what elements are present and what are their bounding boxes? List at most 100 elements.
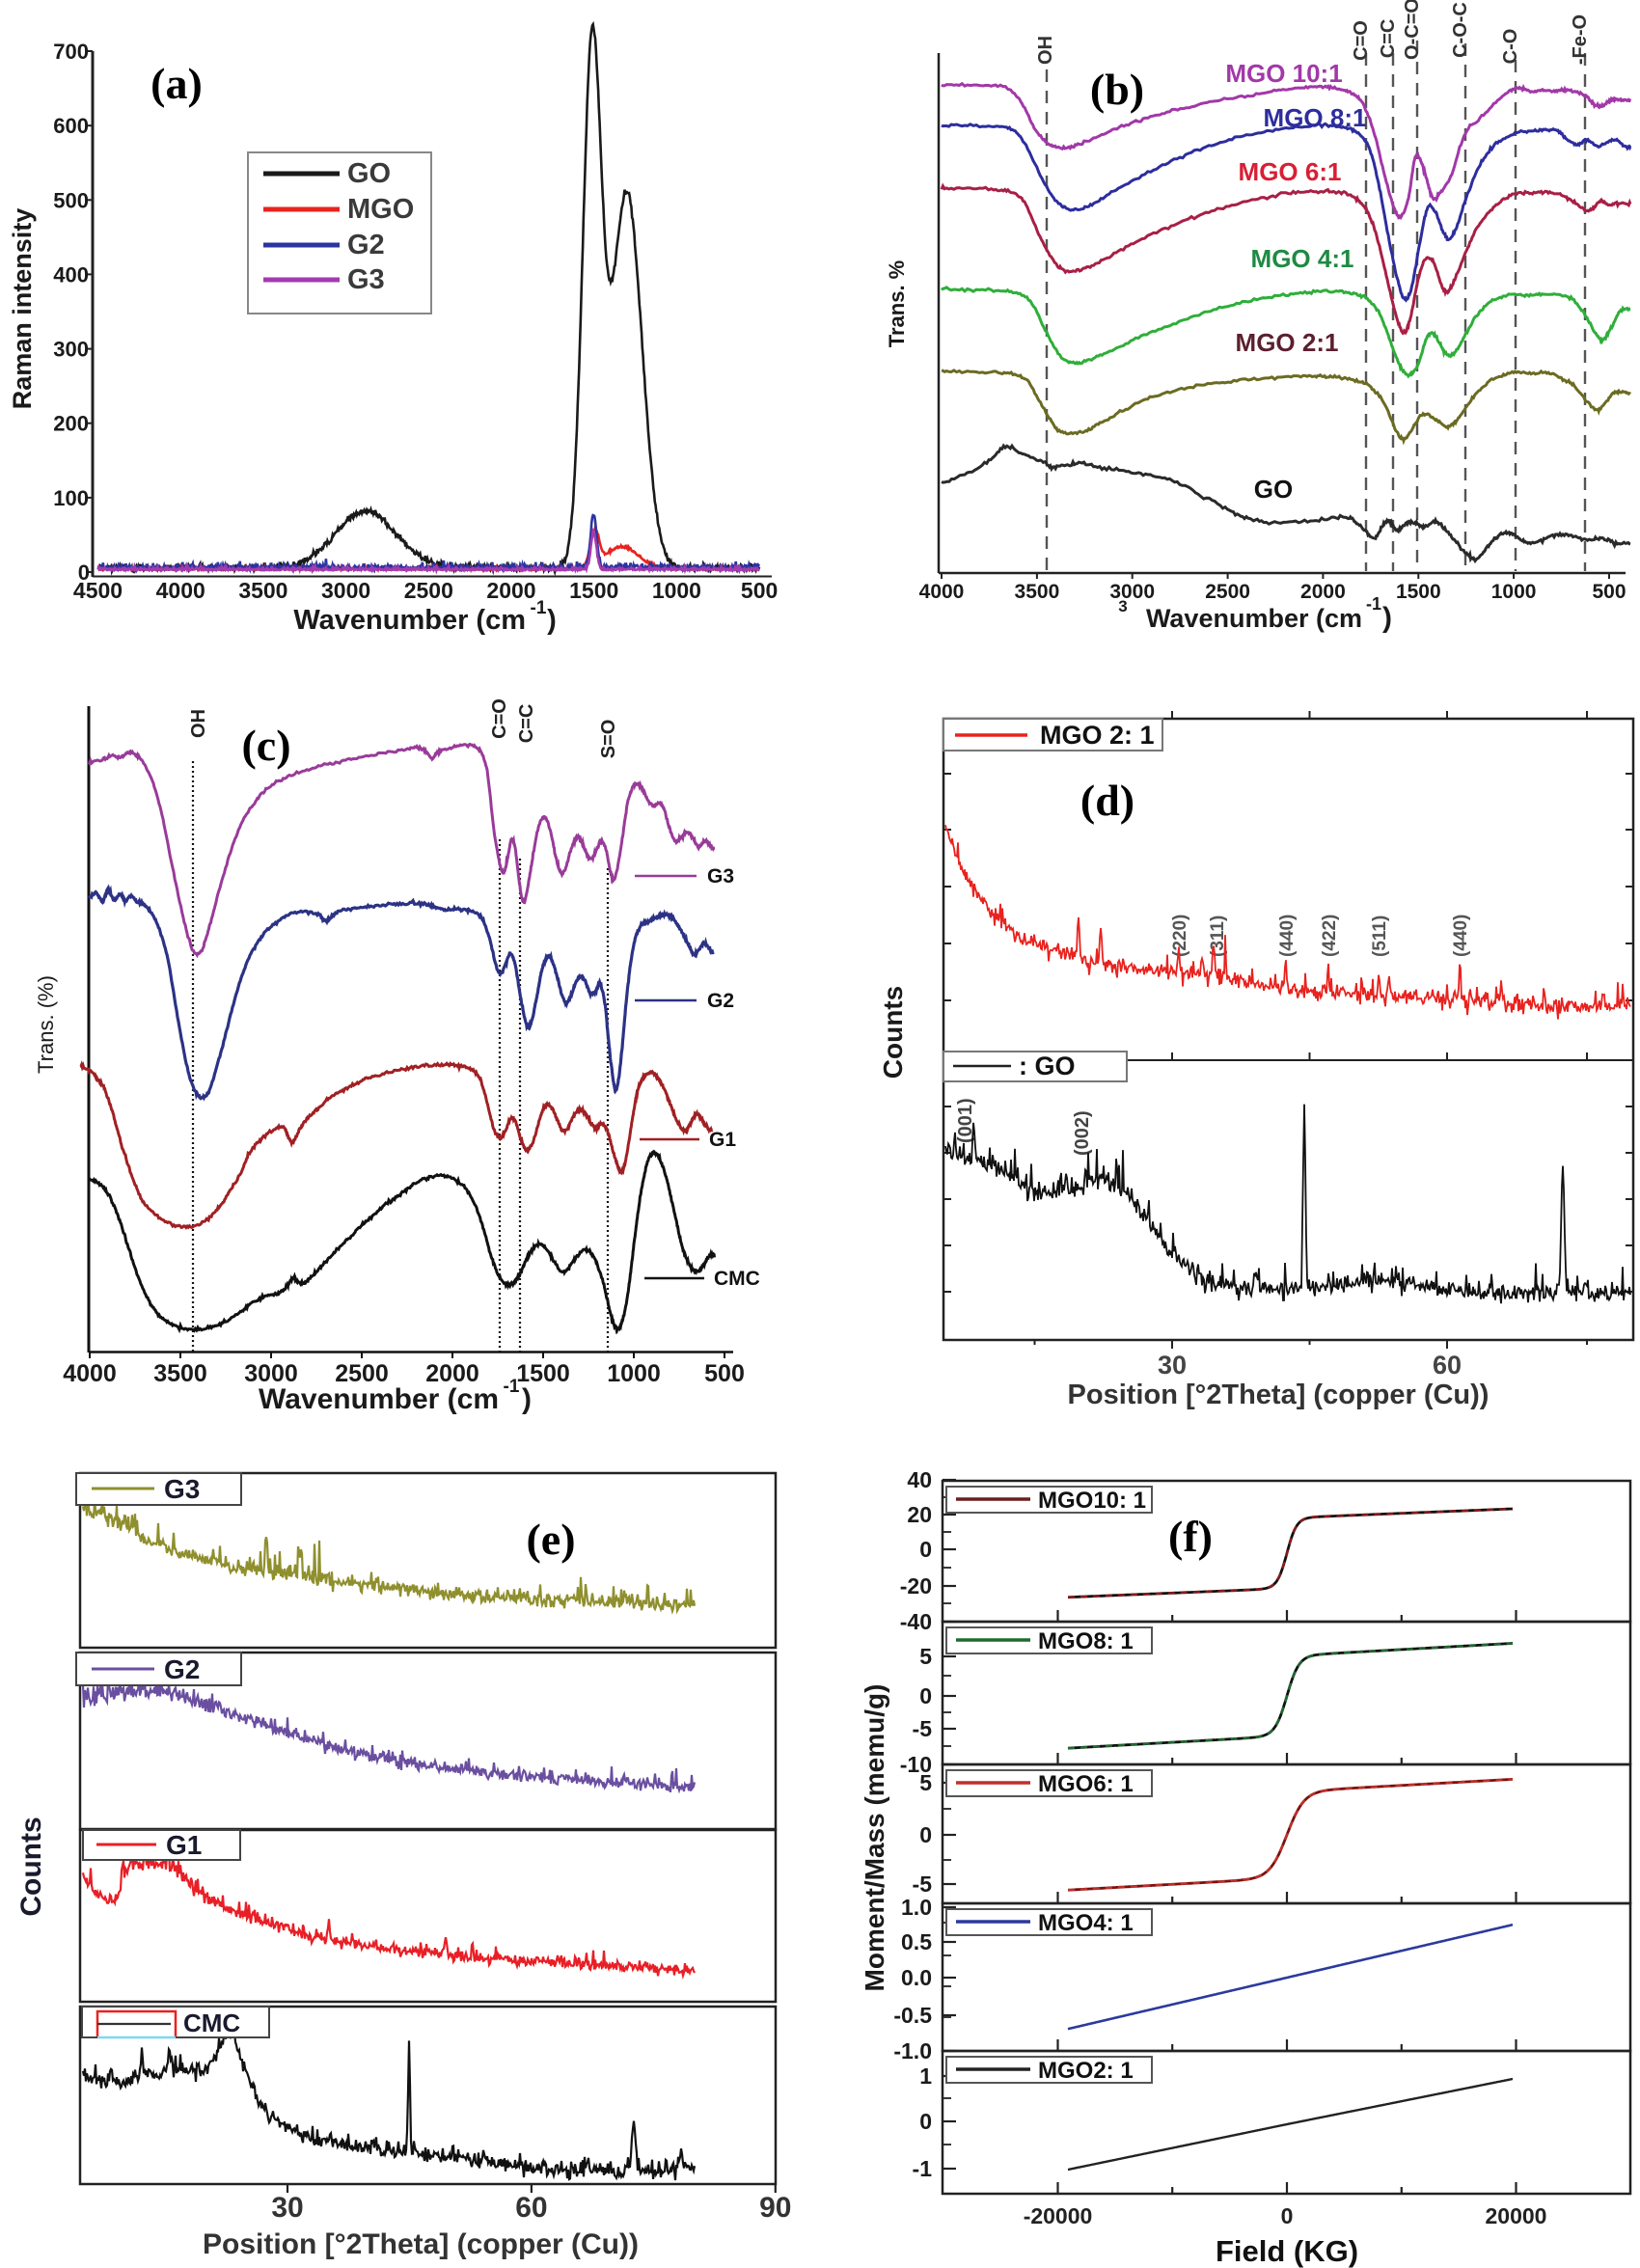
svg-text:-20: -20 — [900, 1573, 932, 1599]
svg-text:500: 500 — [1592, 581, 1626, 603]
svg-text:C-O: C-O — [1500, 29, 1521, 65]
svg-text:Position [°2Theta] (copper (Cu: Position [°2Theta] (copper (Cu)) — [203, 2228, 639, 2260]
svg-text:G2: G2 — [707, 990, 734, 1012]
svg-text:OH: OH — [188, 709, 209, 738]
svg-text:600: 600 — [53, 114, 89, 138]
svg-text:(f): (f) — [1168, 1512, 1213, 1561]
svg-text:: GO: : GO — [1019, 1052, 1076, 1080]
svg-text:Field (KG): Field (KG) — [1216, 2234, 1358, 2268]
svg-text:2000: 2000 — [1300, 581, 1346, 603]
svg-text:C=O: C=O — [1351, 20, 1372, 61]
svg-text:4000: 4000 — [63, 1360, 117, 1387]
svg-text:(e): (e) — [526, 1515, 575, 1564]
svg-text:(d): (d) — [1080, 776, 1134, 825]
svg-text:3: 3 — [1118, 597, 1127, 615]
svg-text:): ) — [547, 605, 557, 636]
svg-text:MGO6: 1: MGO6: 1 — [1038, 1771, 1134, 1797]
svg-text:OH: OH — [1035, 36, 1056, 65]
svg-text:3000: 3000 — [244, 1360, 298, 1387]
svg-text:-40: -40 — [900, 1609, 932, 1634]
svg-text:-5: -5 — [913, 1872, 933, 1897]
svg-text:0.5: 0.5 — [901, 1929, 932, 1954]
svg-text:0: 0 — [919, 2109, 932, 2134]
svg-text:(440): (440) — [1451, 915, 1471, 957]
svg-text:-1: -1 — [913, 2156, 933, 2181]
svg-text:4500: 4500 — [73, 578, 123, 603]
svg-text:CMC: CMC — [714, 1268, 760, 1290]
svg-text:Raman intensity: Raman intensity — [8, 208, 37, 410]
svg-text:-5: -5 — [913, 1716, 933, 1741]
svg-text:Position [°2Theta] (copper (Cu: Position [°2Theta] (copper (Cu)) — [1068, 1380, 1490, 1410]
svg-text:3500: 3500 — [1015, 581, 1060, 603]
svg-text:0: 0 — [1281, 2203, 1294, 2228]
svg-text:700: 700 — [53, 40, 89, 64]
svg-text:0: 0 — [919, 1537, 932, 1562]
svg-text:G1: G1 — [166, 1830, 202, 1860]
svg-text:1: 1 — [919, 2063, 932, 2089]
svg-text:MGO 2: 1: MGO 2: 1 — [1040, 721, 1155, 750]
svg-text:3500: 3500 — [238, 578, 287, 603]
svg-text:30: 30 — [271, 2192, 303, 2224]
svg-text:(a): (a) — [150, 59, 203, 108]
svg-text:C=C: C=C — [516, 704, 537, 744]
svg-text:-1: -1 — [504, 1377, 520, 1397]
svg-text:MGO: MGO — [347, 194, 414, 225]
svg-text:(511): (511) — [1370, 915, 1390, 957]
svg-text:40: 40 — [907, 1467, 932, 1492]
svg-text:90: 90 — [759, 2192, 791, 2224]
svg-text:200: 200 — [53, 412, 89, 436]
svg-text:400: 400 — [53, 262, 89, 287]
svg-text:Wavenumber (cm: Wavenumber (cm — [259, 1383, 499, 1415]
svg-text:G1: G1 — [709, 1129, 736, 1151]
svg-text:Moment/Mass (memu/g): Moment/Mass (memu/g) — [860, 1684, 889, 1992]
svg-text:(220): (220) — [1170, 915, 1190, 957]
svg-text:4000: 4000 — [919, 581, 965, 603]
svg-text:O-C=O: O-C=O — [1402, 0, 1423, 60]
svg-text:Trans. %: Trans. % — [885, 260, 909, 347]
svg-text:500: 500 — [704, 1360, 745, 1387]
svg-text:60: 60 — [1433, 1351, 1462, 1380]
svg-text:3000: 3000 — [321, 578, 370, 603]
svg-text:5: 5 — [919, 1644, 932, 1669]
svg-text:(440): (440) — [1277, 915, 1298, 957]
svg-text:GO: GO — [347, 158, 391, 189]
svg-text:Trans. (%): Trans. (%) — [34, 975, 58, 1074]
svg-text:1000: 1000 — [607, 1360, 661, 1387]
svg-text:5: 5 — [919, 1770, 932, 1795]
svg-text:G2: G2 — [164, 1654, 200, 1684]
svg-text:-1: -1 — [1366, 594, 1381, 614]
svg-text:2500: 2500 — [1205, 581, 1250, 603]
svg-text:): ) — [522, 1383, 532, 1415]
svg-text:MGO 4:1: MGO 4:1 — [1251, 244, 1354, 273]
svg-text:3000: 3000 — [1109, 581, 1155, 603]
svg-text:0: 0 — [78, 560, 90, 585]
svg-text:2500: 2500 — [404, 578, 453, 603]
svg-text:MGO 2:1: MGO 2:1 — [1236, 328, 1339, 357]
svg-text:G3: G3 — [164, 1474, 200, 1504]
svg-text:-0.5: -0.5 — [893, 2003, 932, 2028]
svg-text:(b): (b) — [1090, 65, 1144, 114]
svg-text:MGO2: 1: MGO2: 1 — [1038, 2058, 1134, 2084]
svg-text:1500: 1500 — [569, 578, 618, 603]
svg-text:20000: 20000 — [1486, 2203, 1547, 2228]
svg-text:-Fe-O: -Fe-O — [1570, 14, 1591, 65]
svg-text:C=C: C=C — [1378, 19, 1399, 59]
svg-text:2000: 2000 — [425, 1360, 479, 1387]
svg-text:-10: -10 — [900, 1752, 932, 1777]
svg-text:100: 100 — [53, 486, 89, 510]
svg-text:1000: 1000 — [652, 578, 701, 603]
svg-text:CMC: CMC — [183, 2008, 240, 2037]
svg-text:2500: 2500 — [335, 1360, 389, 1387]
svg-text:): ) — [1382, 602, 1392, 634]
svg-text:0: 0 — [919, 1683, 932, 1708]
svg-text:Counts: Counts — [15, 1817, 47, 1916]
svg-text:S=O: S=O — [598, 720, 619, 759]
svg-text:Counts: Counts — [878, 986, 908, 1079]
svg-text:(002): (002) — [1072, 1110, 1093, 1156]
svg-text:0.0: 0.0 — [901, 1965, 932, 1990]
svg-text:500: 500 — [741, 578, 778, 603]
svg-text:Wavenumber (cm: Wavenumber (cm — [1146, 604, 1362, 633]
svg-text:1.0: 1.0 — [901, 1895, 932, 1920]
svg-text:MGO4: 1: MGO4: 1 — [1038, 1910, 1134, 1936]
svg-text:2000: 2000 — [486, 578, 535, 603]
